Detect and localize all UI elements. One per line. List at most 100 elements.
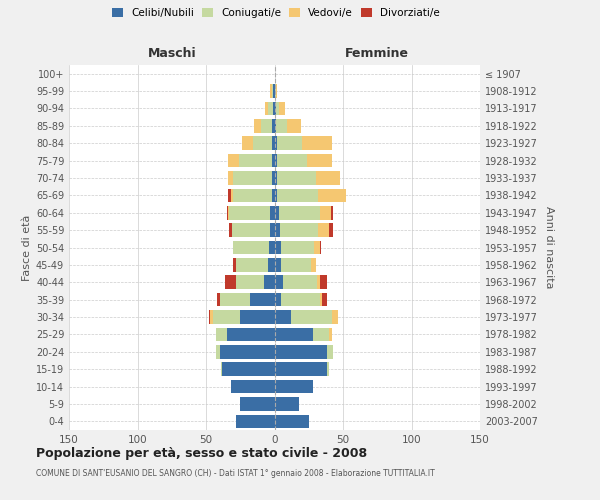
Bar bbox=[265, 102, 268, 115]
Bar bbox=[275, 328, 313, 341]
Bar bbox=[233, 258, 236, 272]
Bar bbox=[326, 362, 329, 376]
Bar bbox=[261, 119, 272, 132]
Bar bbox=[313, 328, 329, 341]
Bar bbox=[220, 293, 250, 306]
Bar bbox=[275, 380, 313, 394]
Bar bbox=[277, 136, 302, 150]
Bar bbox=[311, 258, 316, 272]
Bar bbox=[272, 171, 275, 185]
Bar bbox=[280, 224, 319, 237]
Bar bbox=[320, 293, 322, 306]
Bar bbox=[271, 224, 275, 237]
Bar bbox=[320, 276, 326, 289]
Bar bbox=[236, 258, 268, 272]
Bar bbox=[215, 328, 227, 341]
Text: Maschi: Maschi bbox=[148, 47, 196, 60]
Bar bbox=[272, 119, 275, 132]
Y-axis label: Anni di nascita: Anni di nascita bbox=[544, 206, 554, 289]
Bar bbox=[316, 171, 340, 185]
Bar bbox=[275, 293, 281, 306]
Bar bbox=[232, 224, 271, 237]
Bar bbox=[275, 171, 277, 185]
Bar bbox=[275, 188, 277, 202]
Bar bbox=[236, 276, 263, 289]
Bar bbox=[278, 206, 320, 220]
Legend: Celibi/Nubili, Coniugati/e, Vedovi/e, Divorziati/e: Celibi/Nubili, Coniugati/e, Vedovi/e, Di… bbox=[109, 5, 443, 21]
Bar bbox=[228, 206, 229, 220]
Bar bbox=[276, 102, 278, 115]
Bar bbox=[277, 171, 316, 185]
Bar bbox=[236, 414, 275, 428]
Bar bbox=[278, 102, 286, 115]
Bar bbox=[273, 102, 275, 115]
Bar bbox=[253, 136, 272, 150]
Bar bbox=[275, 345, 326, 358]
Bar bbox=[275, 136, 277, 150]
Bar bbox=[240, 310, 275, 324]
Bar bbox=[269, 240, 275, 254]
Bar bbox=[273, 84, 275, 98]
Bar bbox=[242, 136, 253, 150]
Bar bbox=[275, 276, 283, 289]
Bar bbox=[228, 171, 233, 185]
Text: Popolazione per età, sesso e stato civile - 2008: Popolazione per età, sesso e stato civil… bbox=[36, 448, 367, 460]
Bar bbox=[233, 171, 272, 185]
Bar bbox=[276, 84, 277, 98]
Bar bbox=[283, 276, 317, 289]
Bar bbox=[233, 240, 269, 254]
Bar bbox=[250, 293, 275, 306]
Bar bbox=[275, 240, 281, 254]
Bar bbox=[213, 310, 240, 324]
Bar bbox=[275, 154, 277, 168]
Bar bbox=[272, 154, 275, 168]
Bar bbox=[272, 188, 275, 202]
Bar bbox=[281, 240, 314, 254]
Bar bbox=[254, 119, 261, 132]
Bar bbox=[209, 310, 210, 324]
Bar bbox=[230, 380, 275, 394]
Bar bbox=[287, 119, 301, 132]
Bar bbox=[276, 119, 287, 132]
Bar bbox=[228, 188, 230, 202]
Text: Femmine: Femmine bbox=[345, 47, 409, 60]
Bar bbox=[229, 206, 271, 220]
Bar bbox=[275, 310, 291, 324]
Bar bbox=[268, 102, 273, 115]
Bar bbox=[326, 345, 334, 358]
Bar bbox=[217, 293, 220, 306]
Bar bbox=[271, 84, 272, 98]
Bar bbox=[319, 224, 329, 237]
Text: COMUNE DI SANT'EUSANIO DEL SANGRO (CH) - Dati ISTAT 1° gennaio 2008 - Elaborazio: COMUNE DI SANT'EUSANIO DEL SANGRO (CH) -… bbox=[36, 468, 435, 477]
Bar bbox=[275, 397, 299, 410]
Bar bbox=[307, 154, 332, 168]
Bar bbox=[275, 102, 276, 115]
Bar bbox=[275, 414, 309, 428]
Bar bbox=[210, 310, 213, 324]
Bar bbox=[221, 362, 223, 376]
Bar bbox=[277, 154, 307, 168]
Bar bbox=[275, 224, 280, 237]
Bar bbox=[320, 206, 331, 220]
Bar bbox=[275, 84, 276, 98]
Bar bbox=[329, 224, 334, 237]
Bar bbox=[233, 188, 272, 202]
Bar bbox=[275, 206, 278, 220]
Bar bbox=[281, 293, 320, 306]
Bar bbox=[329, 328, 332, 341]
Bar bbox=[275, 362, 326, 376]
Bar bbox=[277, 188, 319, 202]
Bar bbox=[268, 258, 275, 272]
Bar bbox=[275, 258, 281, 272]
Bar bbox=[240, 397, 275, 410]
Bar bbox=[223, 362, 275, 376]
Bar bbox=[227, 328, 275, 341]
Bar bbox=[314, 240, 320, 254]
Bar bbox=[281, 258, 311, 272]
Bar bbox=[291, 310, 332, 324]
Bar bbox=[263, 276, 275, 289]
Bar bbox=[239, 154, 272, 168]
Bar bbox=[319, 188, 346, 202]
Bar bbox=[331, 206, 334, 220]
Bar bbox=[272, 136, 275, 150]
